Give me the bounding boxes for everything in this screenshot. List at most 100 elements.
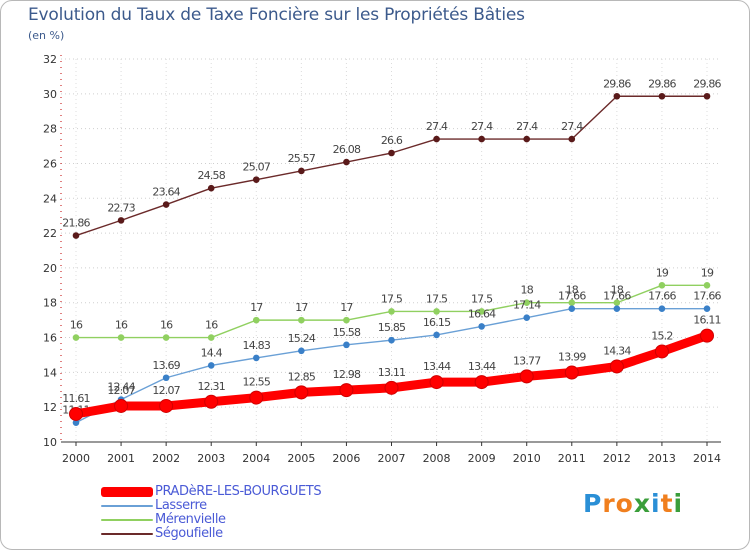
- data-point: [433, 331, 440, 339]
- data-point: [433, 308, 440, 315]
- y-tick-label: 10: [43, 436, 57, 449]
- data-point: [343, 341, 350, 349]
- data-point: [252, 176, 260, 183]
- data-point: [523, 314, 531, 321]
- y-tick-label: 28: [43, 123, 57, 136]
- data-label: 26.6: [381, 134, 403, 147]
- data-point: [159, 398, 174, 413]
- x-tick-label: 2002: [152, 452, 180, 465]
- data-point: [568, 299, 576, 307]
- data-label: 17.66: [558, 290, 586, 303]
- data-point: [519, 369, 534, 384]
- data-point: [568, 305, 576, 312]
- data-label: 17: [295, 301, 308, 314]
- data-point: [72, 232, 80, 239]
- data-label: 18: [521, 284, 534, 297]
- data-point: [388, 308, 395, 315]
- logo-letter: x: [633, 489, 651, 518]
- x-tick-label: 2001: [107, 452, 135, 465]
- data-label: 11.61: [62, 392, 90, 405]
- data-point: [478, 323, 485, 330]
- data-label: 13.69: [152, 359, 180, 372]
- data-point: [343, 316, 350, 324]
- chart-unit-label: (en %): [28, 29, 65, 42]
- data-label: 19: [701, 266, 714, 279]
- data-label: 13.44: [468, 360, 496, 373]
- data-label: 16: [70, 319, 83, 332]
- data-label: 17.66: [603, 290, 631, 303]
- data-point: [609, 359, 624, 374]
- x-tick-label: 2013: [648, 452, 676, 465]
- data-point: [429, 375, 444, 390]
- y-tick-label: 26: [43, 157, 57, 170]
- legend-swatch-merenvielle: [101, 519, 153, 521]
- data-label: 17.5: [381, 292, 403, 305]
- data-point: [207, 362, 215, 369]
- data-point: [343, 158, 350, 166]
- data-label: 12.44: [107, 381, 135, 394]
- data-label: 15.2: [651, 329, 672, 342]
- data-label: 13.44: [423, 360, 451, 373]
- data-point: [162, 201, 170, 208]
- data-label: 16: [205, 319, 218, 332]
- data-point: [703, 282, 711, 289]
- data-label: 19: [656, 266, 669, 279]
- x-tick-label: 2000: [62, 452, 90, 465]
- data-label: 27.4: [471, 120, 493, 133]
- data-point: [252, 316, 260, 324]
- data-point: [298, 316, 305, 324]
- y-tick-label: 14: [43, 366, 57, 379]
- data-point: [703, 305, 711, 312]
- data-label: 12.85: [288, 370, 316, 383]
- legend-swatch-pradere: [101, 487, 153, 497]
- data-point: [523, 299, 531, 307]
- data-point: [207, 334, 215, 341]
- logo-letter: r: [602, 489, 616, 518]
- y-tick-label: 32: [43, 53, 57, 66]
- data-label: 17.66: [648, 290, 676, 303]
- data-point: [658, 282, 666, 289]
- data-label: 25.57: [288, 152, 316, 165]
- data-point: [658, 305, 666, 312]
- data-label: 13.11: [378, 366, 406, 379]
- x-tick-label: 2007: [378, 452, 406, 465]
- data-label: 12.55: [243, 376, 271, 389]
- series-line-0: [75, 95, 708, 237]
- data-label: 17.66: [693, 290, 721, 303]
- y-tick-label: 30: [43, 88, 57, 101]
- x-tick-label: 2005: [287, 452, 315, 465]
- data-label: 12.07: [152, 384, 180, 397]
- data-point: [700, 328, 714, 343]
- data-label: 27.4: [561, 120, 583, 133]
- logo-letter: i: [673, 489, 684, 518]
- data-label: 29.86: [603, 77, 631, 90]
- logo-letter: i: [651, 489, 661, 518]
- x-tick-label: 2012: [603, 452, 631, 465]
- data-label: 27.4: [516, 120, 538, 133]
- data-point: [388, 149, 395, 157]
- data-label: 16.15: [423, 316, 451, 329]
- data-point: [478, 308, 485, 315]
- x-tick-label: 2011: [558, 452, 586, 465]
- legend-label-lasserre: Lasserre: [155, 498, 207, 513]
- data-point: [433, 135, 440, 143]
- data-label: 13.99: [558, 351, 586, 364]
- data-label: 17: [250, 301, 263, 314]
- data-point: [162, 334, 170, 341]
- data-point: [204, 394, 219, 409]
- data-label: 12.98: [333, 368, 361, 381]
- data-point: [568, 135, 576, 143]
- data-label: 12.31: [197, 380, 225, 393]
- data-point: [162, 374, 170, 382]
- data-label: 17.5: [471, 292, 493, 305]
- data-point: [207, 184, 215, 192]
- data-point: [298, 347, 305, 355]
- data-point: [117, 334, 125, 341]
- data-label: 14.34: [603, 344, 631, 357]
- x-tick-label: 2003: [197, 452, 225, 465]
- data-label: 22.73: [107, 201, 135, 214]
- data-point: [564, 365, 579, 380]
- x-tick-label: 2006: [332, 452, 360, 465]
